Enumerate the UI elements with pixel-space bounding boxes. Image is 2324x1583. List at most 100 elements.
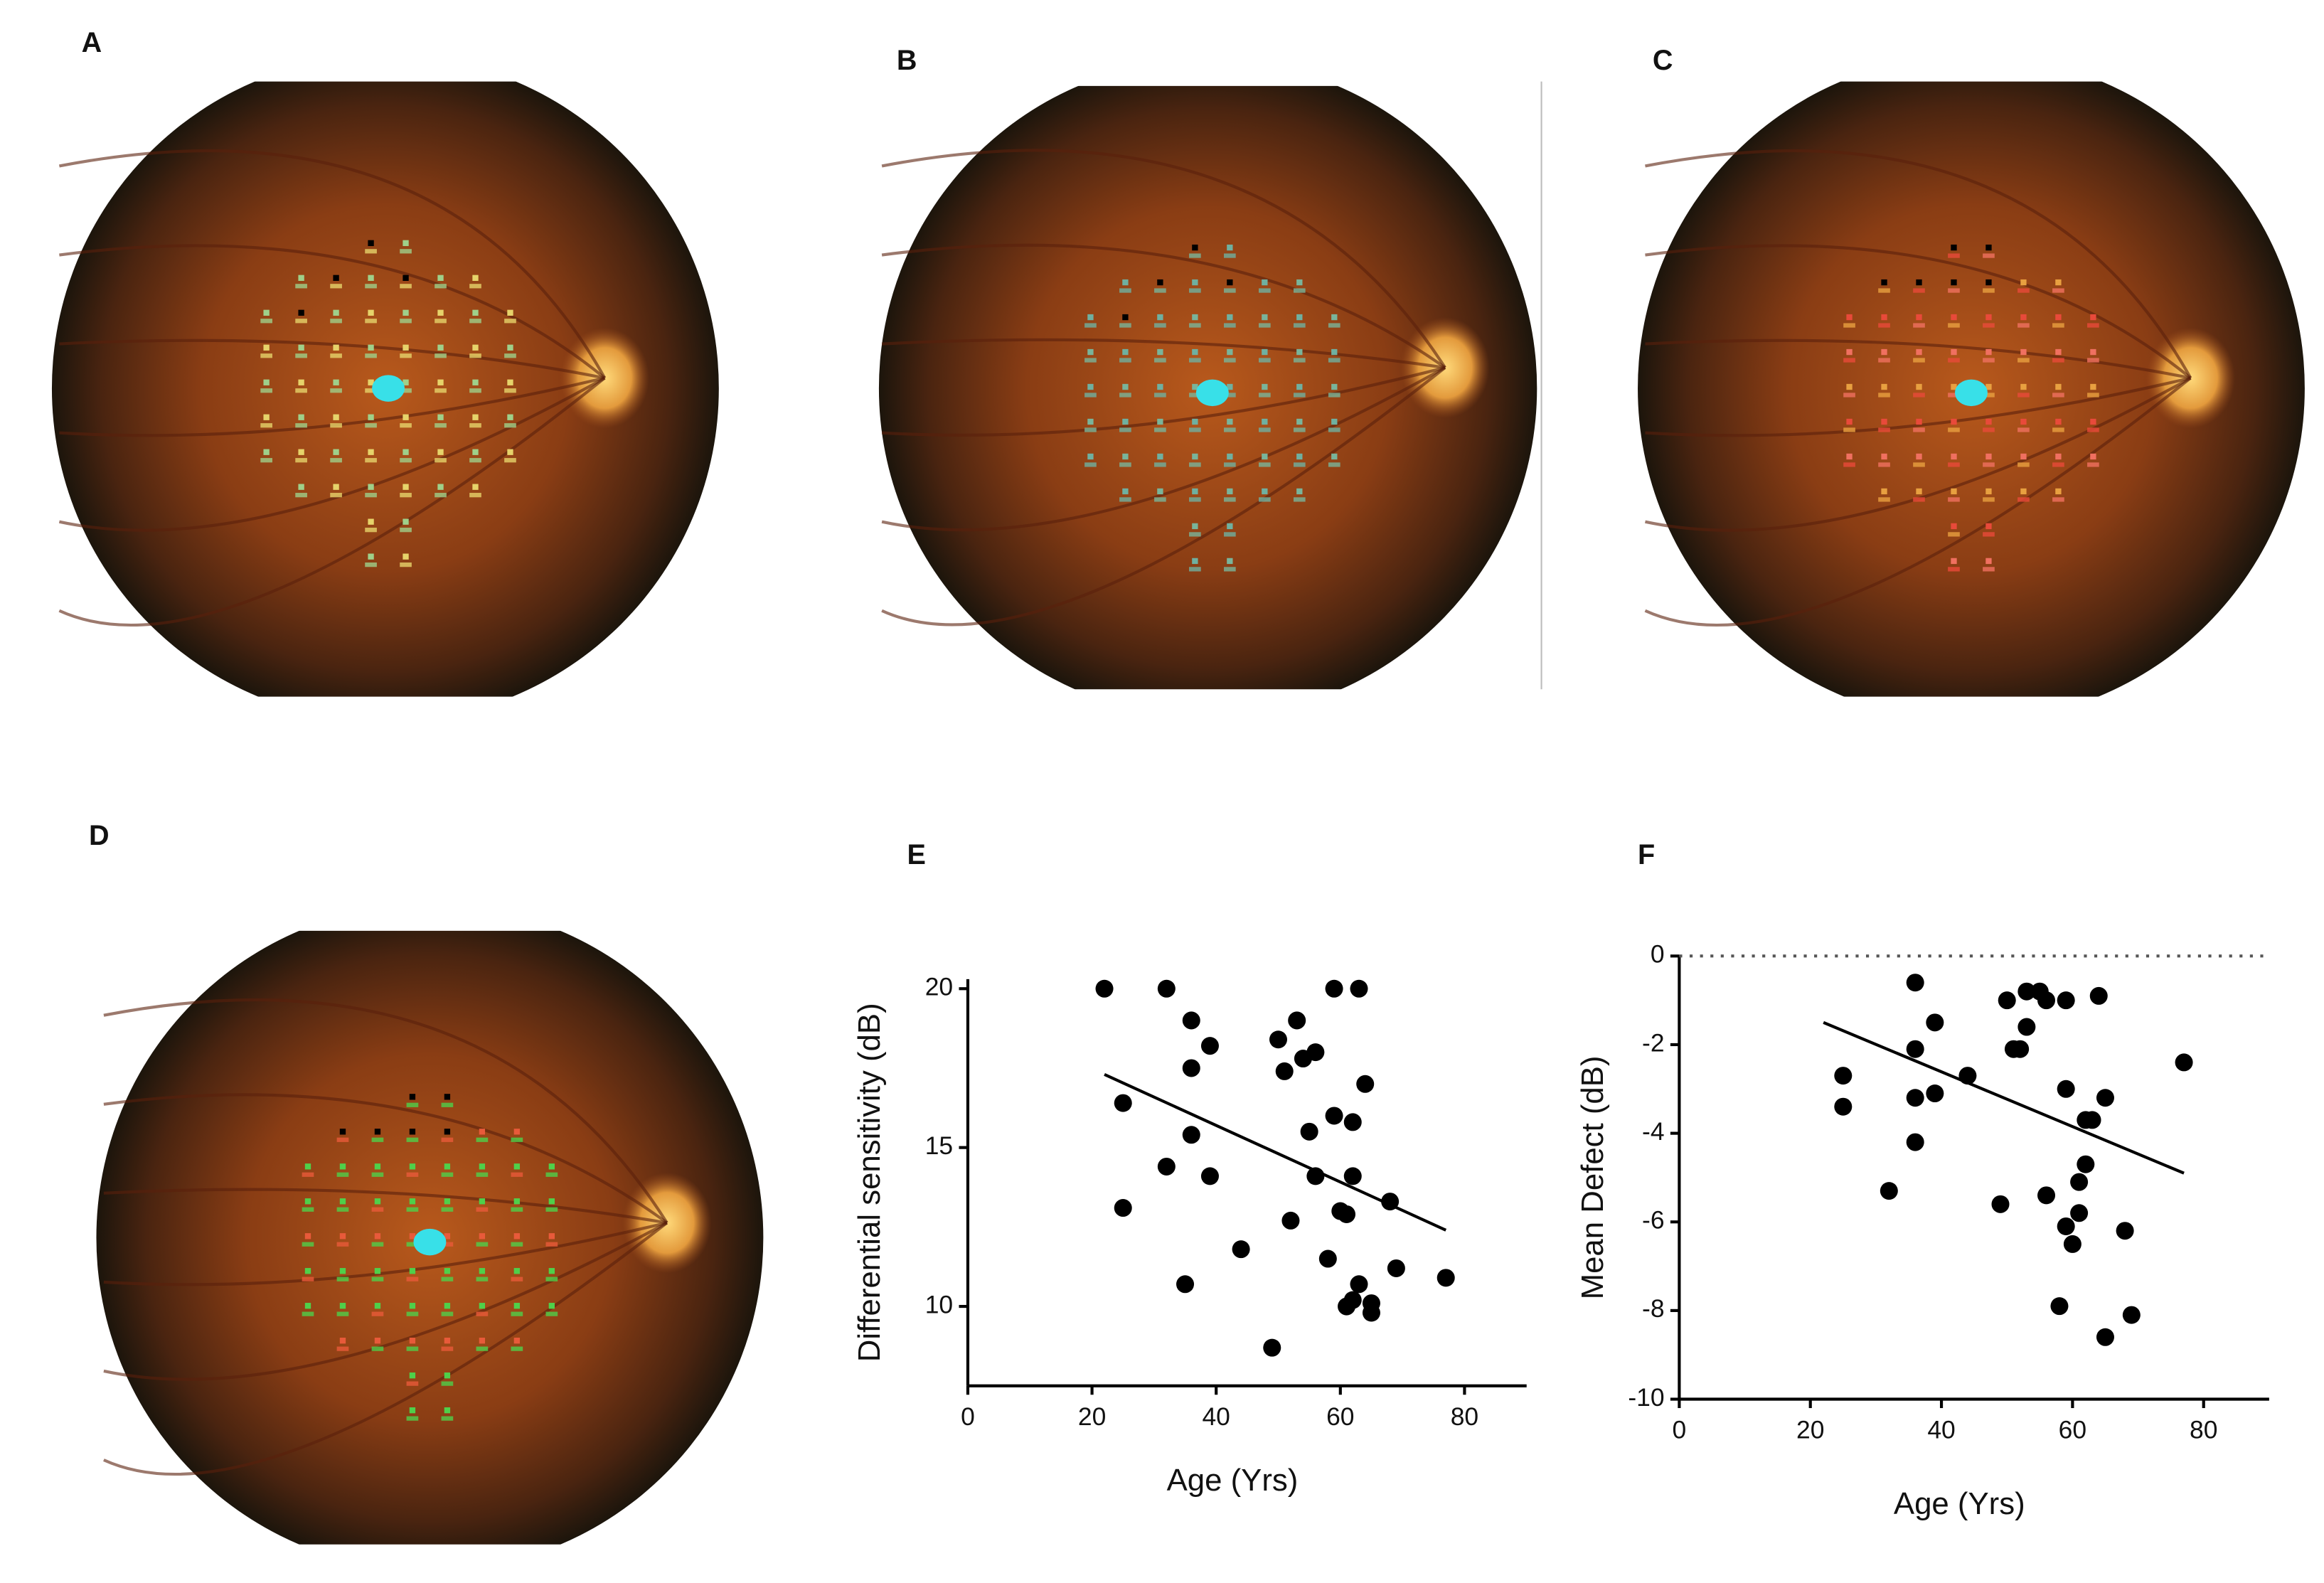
stimulus-dot [507, 344, 513, 351]
stimulus-dot [1331, 348, 1338, 356]
stimulus-value [302, 1172, 314, 1177]
panel-label: C [1653, 45, 1673, 76]
stimulus-value [295, 353, 307, 358]
fixation [413, 1228, 447, 1256]
stimulus-dot [2020, 348, 2027, 356]
stimulus-dot [1227, 314, 1233, 321]
stimulus-dot [1192, 558, 1198, 565]
stimulus-dot [403, 344, 409, 351]
vessel [59, 376, 605, 437]
stimulus-dot [1881, 383, 1887, 390]
stimulus-dot [2020, 383, 2027, 390]
stimulus-value [1983, 323, 1995, 328]
stimulus-value [1983, 532, 1995, 537]
fundus [96, 930, 764, 1545]
data-point [2037, 991, 2056, 1010]
stimulus-value [1189, 288, 1201, 293]
stimulus-dot [1951, 314, 1957, 321]
stimulus-value [441, 1416, 454, 1421]
data-point [2089, 986, 2108, 1005]
stimulus-dot [1157, 418, 1163, 425]
data-point [2096, 1089, 2114, 1107]
data-point [1095, 979, 1114, 998]
stimulus-value [302, 1311, 314, 1316]
stimulus-value [336, 1207, 349, 1212]
stimulus-value [406, 1311, 419, 1316]
stimulus-value [1878, 427, 1890, 432]
stimulus-dot [333, 344, 339, 351]
stimulus-dot [409, 1129, 416, 1135]
stimulus-dot [1951, 523, 1957, 530]
stimulus-value [1913, 323, 1925, 328]
stimulus-dot [339, 1129, 346, 1135]
stimulus-dot [472, 309, 479, 316]
stimulus-value [1843, 393, 1855, 398]
stimulus-dot [403, 414, 409, 420]
stimulus-value [365, 284, 377, 289]
stimulus-dot [1192, 348, 1198, 356]
stimulus-value [1119, 427, 1131, 432]
stimulus-value [406, 1207, 419, 1212]
stimulus-dot [548, 1163, 555, 1170]
stimulus-value [406, 1172, 419, 1177]
x-tick-label: 40 [1202, 1402, 1230, 1431]
stimulus-dot [1951, 383, 1957, 390]
stimulus-value [476, 1311, 489, 1316]
stimulus-dot [479, 1268, 486, 1274]
stimulus-dot [2090, 453, 2096, 460]
stimulus-dot [1122, 383, 1129, 390]
stimulus-value [371, 1276, 384, 1281]
stimulus-value [435, 284, 447, 289]
stimulus-dot [1157, 279, 1163, 286]
stimulus-value [295, 319, 307, 324]
stimulus-value [1189, 393, 1201, 398]
vessel [1645, 376, 2191, 437]
stimulus-dot [1262, 348, 1268, 356]
stimulus-value [2052, 427, 2064, 432]
stimulus-dot [479, 1163, 486, 1170]
data-point [1926, 1013, 1944, 1032]
vessel [1645, 244, 2192, 380]
stimulus-value [260, 353, 272, 358]
stimulus-value [476, 1207, 489, 1212]
stimulus-dot [479, 1129, 486, 1135]
stimulus-dot [444, 1338, 451, 1344]
stimulus-value [1878, 358, 1890, 363]
data-point [1834, 1067, 1853, 1085]
stimulus-dot [1192, 244, 1198, 251]
stimulus-value [1843, 462, 1855, 467]
stimulus-dot [368, 275, 374, 281]
vessel [103, 1221, 668, 1286]
stimulus-dot [1846, 418, 1853, 425]
stimulus-value [1258, 393, 1271, 398]
stimulus-dot [1157, 453, 1163, 460]
y-tick-label: 20 [925, 973, 953, 1001]
stimulus-value [260, 458, 272, 463]
stimulus-value [1983, 358, 1995, 363]
vessel [103, 1221, 668, 1476]
stimulus-dot [339, 1198, 346, 1205]
stimulus-dot [333, 309, 339, 316]
stimulus-dot [1951, 488, 1957, 495]
stimulus-value [1224, 497, 1236, 502]
stimulus-value [1293, 323, 1306, 328]
data-point [1318, 1249, 1337, 1268]
stimulus-value [1293, 358, 1306, 363]
stimulus-dot [374, 1198, 381, 1205]
data-point [2083, 1111, 2101, 1129]
stimulus-dot [1296, 279, 1303, 286]
stimulus-value [1948, 288, 1960, 293]
stimulus-value [400, 528, 412, 533]
data-point [1350, 979, 1368, 998]
stimulus-dot [1122, 314, 1129, 321]
stimulus-value [2052, 393, 2064, 398]
stimulus-value [1913, 497, 1925, 502]
stimulus-value [295, 423, 307, 428]
stimulus-dot [374, 1129, 381, 1135]
stimulus-dot [2055, 383, 2062, 390]
stimulus-dot [1846, 348, 1853, 356]
stimulus-dot [409, 1268, 416, 1274]
data-point [2070, 1173, 2089, 1191]
stimulus-value [441, 1276, 454, 1281]
